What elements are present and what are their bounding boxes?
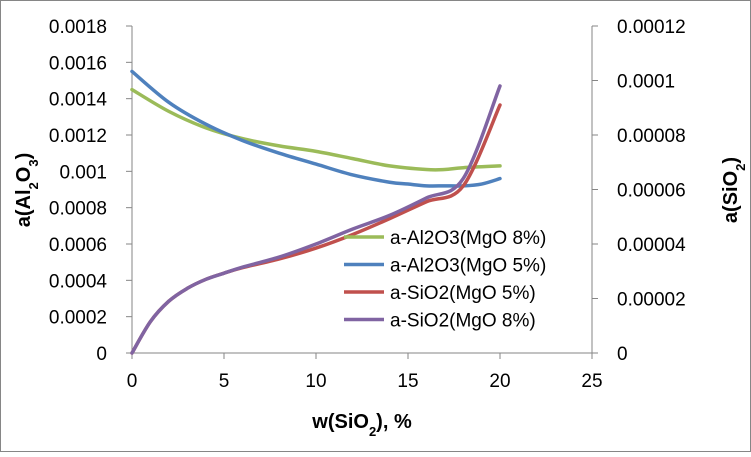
y-right-tick-label: 0.00008 [617, 126, 686, 147]
y-left-tick-label: 0.0014 [49, 90, 108, 111]
y-left-tick-label: 0.0016 [49, 53, 107, 74]
y-right-tick-label: 0 [617, 344, 628, 365]
y-right-tick-label: 0.00012 [617, 17, 686, 38]
x-tick-label: 20 [489, 371, 510, 392]
tick-labels: 0 5 10 15 20 25 0 0.0002 0.0004 0.0006 0.0008 0.001… [49, 17, 686, 392]
y-left-tick-label: 0.0004 [49, 271, 108, 292]
legend-label: a-Al2O3(MgO 5%) [390, 256, 546, 277]
x-tick-label: 15 [397, 371, 418, 392]
series-line-1 [130, 87, 502, 172]
y-right-tick-label: 0.00006 [617, 181, 686, 202]
y-left-tick-label: 0.0006 [49, 235, 107, 256]
x-tick-label: 25 [581, 371, 602, 392]
y-left-tick-label: 0.0002 [49, 308, 107, 329]
x-tick-label: 10 [305, 371, 326, 392]
legend: a-Al2O3(MgO 8%) a-Al2O3(MgO 5%) a-SiO2(MgO… [344, 228, 546, 332]
y-axis-left-title: a(Al2O3) [13, 153, 41, 228]
x-tick-label: 5 [219, 371, 230, 392]
series-line-4 [130, 84, 502, 355]
legend-label: a-SiO2(MgO 8%) [390, 311, 536, 332]
x-tick-label: 0 [127, 371, 138, 392]
y-left-tick-label: 0.001 [59, 162, 107, 183]
x-axis-title: w(SiO2), % [311, 411, 412, 439]
y-right-tick-label: 0.0001 [617, 72, 675, 93]
y-left-tick-label: 0.0008 [49, 199, 107, 220]
y-left-tick-label: 0.0018 [49, 17, 107, 38]
legend-label: a-Al2O3(MgO 8%) [390, 228, 546, 249]
axis-titles: w(SiO2), % a(Al2O3) a(SiO2) [13, 153, 748, 439]
series-lines [130, 69, 502, 355]
y-axis-right-title: a(SiO2) [720, 157, 748, 223]
y-right-tick-label: 0.00004 [617, 235, 686, 256]
y-left-tick-label: 0 [96, 344, 107, 365]
y-right-tick-label: 0.00002 [617, 290, 686, 311]
legend-label: a-SiO2(MgO 5%) [390, 283, 536, 304]
y-left-tick-label: 0.0012 [49, 126, 107, 147]
